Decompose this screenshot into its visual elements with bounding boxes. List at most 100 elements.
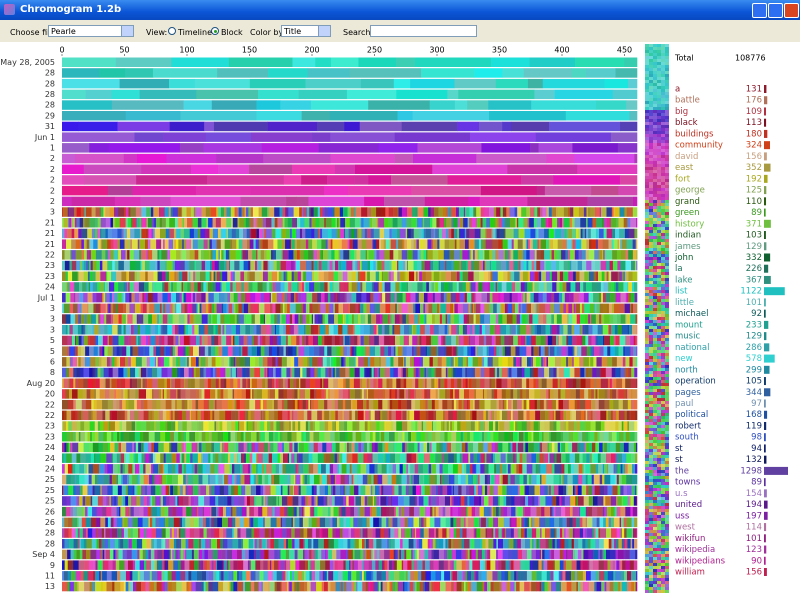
stripe bbox=[90, 453, 95, 463]
stripe bbox=[366, 496, 374, 506]
search-input[interactable] bbox=[370, 25, 477, 37]
stripe bbox=[495, 378, 497, 388]
stripe bbox=[175, 303, 177, 314]
stripe bbox=[184, 453, 187, 463]
stripe bbox=[502, 399, 505, 410]
dropdown-arrow[interactable] bbox=[318, 26, 330, 36]
dropdown-arrow[interactable] bbox=[121, 26, 133, 36]
stripe bbox=[632, 239, 637, 249]
stripe bbox=[492, 292, 499, 303]
stripe bbox=[395, 410, 402, 421]
stripe bbox=[62, 389, 66, 399]
stripe bbox=[501, 260, 507, 271]
stripe bbox=[601, 271, 605, 281]
stripe bbox=[249, 271, 256, 281]
stripe bbox=[281, 271, 284, 281]
stripe bbox=[273, 260, 277, 271]
stripe bbox=[570, 282, 576, 292]
stripe bbox=[124, 68, 154, 78]
stripe bbox=[310, 421, 314, 431]
stripe bbox=[602, 239, 609, 249]
stripe bbox=[554, 292, 560, 303]
stripe bbox=[279, 506, 285, 517]
stripe bbox=[219, 442, 223, 453]
stripe bbox=[268, 367, 274, 378]
stripe bbox=[331, 207, 335, 217]
stripe bbox=[533, 346, 540, 356]
stripe bbox=[553, 474, 560, 485]
maximize-button[interactable] bbox=[768, 3, 783, 18]
stripe bbox=[325, 325, 330, 335]
stripe bbox=[302, 474, 305, 485]
stripe bbox=[517, 389, 521, 399]
stripe bbox=[329, 303, 334, 314]
close-button[interactable] bbox=[784, 3, 799, 18]
stripe bbox=[138, 474, 140, 485]
stripe bbox=[473, 271, 480, 281]
radio-label[interactable]: Block bbox=[221, 28, 243, 37]
stripe bbox=[280, 260, 287, 271]
stripe bbox=[346, 260, 353, 271]
stripe bbox=[158, 325, 161, 335]
stripe bbox=[265, 335, 271, 346]
stripe bbox=[404, 357, 406, 367]
stripe bbox=[409, 357, 412, 367]
stripe bbox=[82, 410, 89, 421]
stripe bbox=[342, 207, 348, 217]
stripe bbox=[341, 506, 346, 517]
file-select[interactable]: Pearle bbox=[48, 25, 134, 37]
stripe bbox=[476, 207, 481, 217]
stripe bbox=[100, 367, 104, 378]
stripe bbox=[209, 314, 212, 324]
stripe bbox=[212, 218, 217, 228]
stripe bbox=[62, 250, 65, 260]
color-select[interactable]: Title bbox=[281, 25, 331, 37]
stripe bbox=[495, 335, 502, 346]
stripe bbox=[89, 367, 93, 378]
stripe bbox=[193, 271, 196, 281]
stripe bbox=[492, 228, 496, 239]
radio-button[interactable] bbox=[211, 27, 219, 35]
stripe bbox=[373, 260, 377, 271]
stripe bbox=[322, 506, 329, 517]
stripe bbox=[66, 432, 71, 442]
stripe bbox=[523, 432, 525, 442]
stripe bbox=[391, 228, 398, 239]
stripe bbox=[599, 442, 603, 453]
stripe bbox=[501, 389, 507, 399]
minimize-button[interactable] bbox=[752, 3, 767, 18]
radio-button[interactable] bbox=[168, 27, 176, 35]
stripe bbox=[486, 218, 491, 228]
stripe bbox=[554, 357, 562, 367]
stripe bbox=[308, 196, 365, 207]
stripe bbox=[468, 303, 471, 314]
stripe bbox=[339, 453, 343, 463]
stripe bbox=[118, 442, 122, 453]
stripe bbox=[84, 335, 89, 346]
stripe bbox=[560, 421, 564, 431]
stripe bbox=[80, 410, 83, 421]
stripe bbox=[184, 325, 187, 335]
stripe bbox=[544, 228, 550, 239]
stripe bbox=[413, 357, 421, 367]
stripe bbox=[481, 292, 488, 303]
stripe bbox=[97, 496, 104, 506]
stripe bbox=[235, 228, 240, 239]
stripe bbox=[283, 421, 286, 431]
radio-label[interactable]: Timeline bbox=[178, 28, 213, 37]
stripe bbox=[551, 325, 557, 335]
stripe bbox=[419, 335, 422, 346]
stripe bbox=[635, 314, 638, 324]
stripe bbox=[543, 399, 547, 410]
stripe bbox=[110, 250, 114, 260]
stripe bbox=[294, 506, 297, 517]
stripe bbox=[460, 410, 466, 421]
stripe bbox=[536, 325, 542, 335]
stripe bbox=[373, 367, 375, 378]
stripe bbox=[177, 421, 183, 431]
stripe bbox=[300, 239, 307, 249]
stripe bbox=[82, 506, 86, 517]
stripe bbox=[544, 260, 547, 271]
stripe bbox=[484, 485, 488, 495]
stripe bbox=[363, 399, 367, 410]
